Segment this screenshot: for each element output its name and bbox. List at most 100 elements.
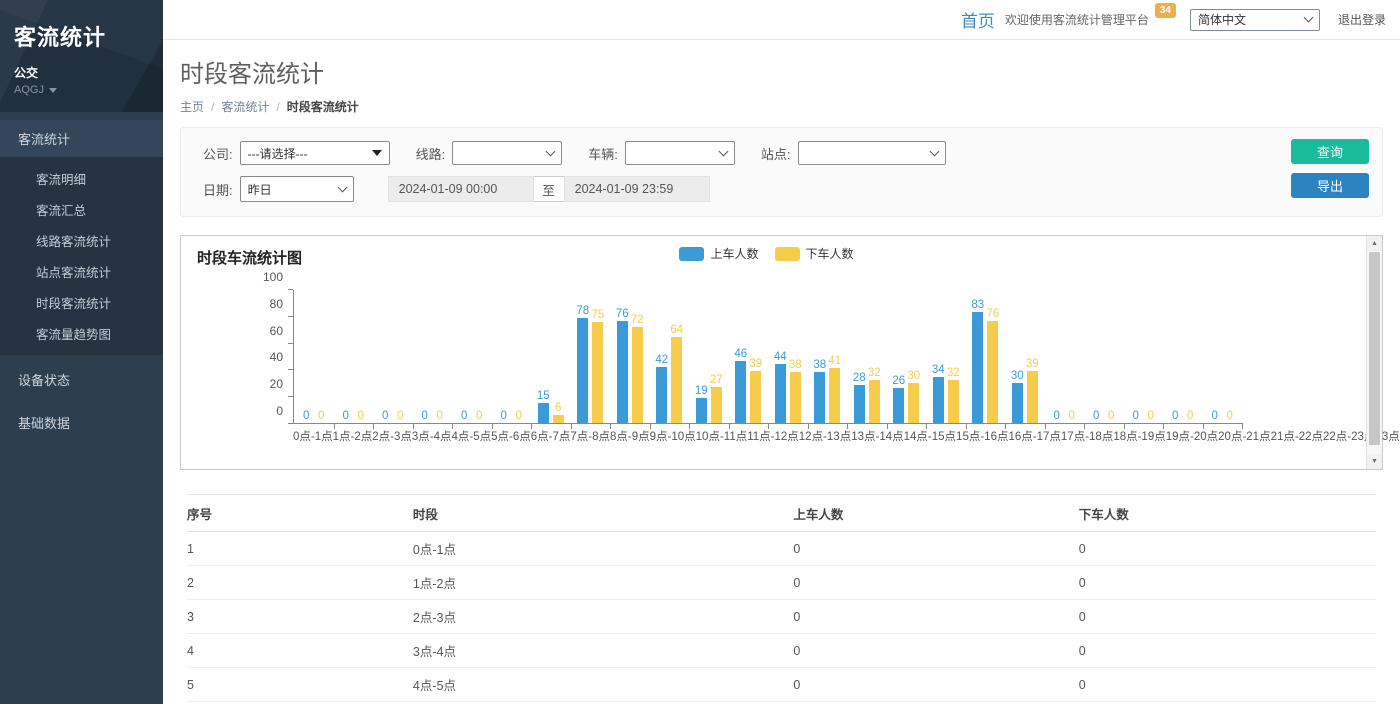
bar[interactable] [711,387,722,423]
bar-value-label: 0 [1093,411,1099,423]
bar[interactable] [696,398,707,423]
bar-group-20: 00 [1084,290,1124,423]
vehicle-select[interactable] [625,141,735,165]
sidebar-subitem-3[interactable]: 站点客流统计 [0,256,163,287]
breadcrumb-home[interactable]: 主页 [180,98,204,115]
filter-row-1: 公司: ---请选择--- 线路: 车辆: [203,141,1360,165]
table-cell: 0 [1079,668,1376,702]
sidebar-subitem-5[interactable]: 客流量趋势图 [0,318,163,349]
breadcrumb-separator: / [276,100,279,114]
x-axis-label: 0点-1点 [293,428,333,444]
query-button[interactable]: 查询 [1291,139,1369,164]
bar[interactable] [538,403,549,423]
bar-value-label: 0 [1212,411,1218,423]
bar[interactable] [933,377,944,423]
bar[interactable] [1012,383,1023,423]
sidebar-submenu: 客流明细客流汇总线路客流统计站点客流统计时段客流统计客流量趋势图 [0,157,163,355]
bar[interactable] [671,337,682,423]
company-select[interactable]: ---请选择--- [240,141,390,165]
bar[interactable] [854,385,865,423]
bar-group-17: 8376 [966,290,1006,423]
sidebar-subitem-1[interactable]: 客流汇总 [0,194,163,225]
legend-item-1[interactable]: 下车人数 [775,245,854,262]
chart-scrollbar[interactable]: ▲ ▼ [1366,236,1382,469]
bar-group-12: 4438 [768,290,808,423]
table-cell: 1 [187,532,413,566]
sidebar-item-device-status[interactable]: 设备状态 [0,361,163,398]
bar-value-label: 19 [695,386,708,398]
bar[interactable] [908,383,919,423]
bar[interactable] [987,321,998,423]
bar[interactable] [656,367,667,423]
bar[interactable] [617,321,628,423]
bar[interactable] [750,371,761,423]
org-code-dropdown[interactable]: AQGJ [14,84,149,96]
bar-wrapper: 0 [1066,411,1078,424]
x-axis-label: 1点-2点 [333,428,373,444]
bar-group-2: 00 [373,290,413,423]
action-buttons: 查询 导出 [1291,139,1369,198]
table-cell: 3点-4点 [413,634,793,668]
bar-value-label: 39 [1026,359,1039,371]
page-content: 时段客流统计 主页 / 客流统计 / 时段客流统计 公司: ---请选择--- [163,40,1400,704]
bar[interactable] [577,318,588,423]
table-header-1: 时段 [413,495,793,532]
legend-item-0[interactable]: 上车人数 [679,245,758,262]
chevron-down-icon [372,150,382,156]
bar[interactable] [814,372,825,423]
scrollbar-track[interactable] [1367,251,1382,454]
date-to-input[interactable]: 2024-01-09 23:59 [564,176,710,202]
table-cell: 5 [187,668,413,702]
date-preset-select[interactable]: 昨日 [240,176,354,202]
bar[interactable] [869,380,880,423]
bar-value-label: 76 [616,309,629,321]
bar[interactable] [553,415,564,423]
scrollbar-up-arrow-icon[interactable]: ▲ [1367,236,1382,251]
bar-value-label: 0 [476,411,482,423]
logout-link[interactable]: 退出登录 [1338,11,1386,28]
date-from-input[interactable]: 2024-01-09 00:00 [388,176,534,202]
bar[interactable] [790,372,801,423]
bar[interactable] [592,322,603,423]
bar[interactable] [632,327,643,423]
sidebar-subitem-4[interactable]: 时段客流统计 [0,287,163,318]
bar-value-label: 0 [461,411,467,423]
bar[interactable] [1027,371,1038,423]
bar[interactable] [893,388,904,423]
notification-badge[interactable]: 34 [1155,3,1176,18]
scrollbar-down-arrow-icon[interactable]: ▼ [1367,454,1382,469]
bar-wrapper: 26 [893,376,905,424]
bar[interactable] [775,364,786,423]
table-cell: 0 [1079,600,1376,634]
bar[interactable] [972,312,983,423]
bar-value-label: 0 [318,411,324,423]
breadcrumb-passenger-stats[interactable]: 客流统计 [221,98,269,115]
bar[interactable] [829,368,840,423]
bar-wrapper: 0 [1209,411,1221,424]
bar-wrapper: 0 [315,411,327,424]
bar-group-1: 00 [334,290,374,423]
bar-wrapper: 78 [577,306,589,424]
line-select[interactable] [452,141,562,165]
export-button[interactable]: 导出 [1291,173,1369,198]
scrollbar-thumb[interactable] [1369,252,1380,445]
app-window: 客流统计 公交 AQGJ 客流统计 客流明细客流汇总线路客流统计站点客流统计时段… [0,0,1400,704]
bar-value-label: 78 [576,306,589,318]
bar[interactable] [948,380,959,423]
main-area: 首页 欢迎使用客流统计管理平台 34 简体中文 退出登录 时段客流统计 主页 /… [163,0,1400,704]
x-axis-label: 15点-16点 [956,428,1008,444]
sidebar-item-base-data[interactable]: 基础数据 [0,404,163,441]
bar[interactable] [735,361,746,423]
sidebar-item-passenger-stats[interactable]: 客流统计 [0,120,163,157]
page-head: 时段客流统计 主页 / 客流统计 / 时段客流统计 [180,40,1383,127]
station-select[interactable] [798,141,946,165]
bar-wrapper: 44 [774,352,786,424]
x-axis-label: 5点-6点 [491,428,531,444]
bar-wrapper: 19 [695,386,707,424]
home-link[interactable]: 首页 [961,7,995,32]
sidebar-subitem-0[interactable]: 客流明细 [0,163,163,194]
bar-value-label: 0 [1227,411,1233,423]
language-select[interactable]: 简体中文 [1190,9,1320,31]
bar-wrapper: 39 [1026,359,1038,424]
sidebar-subitem-2[interactable]: 线路客流统计 [0,225,163,256]
